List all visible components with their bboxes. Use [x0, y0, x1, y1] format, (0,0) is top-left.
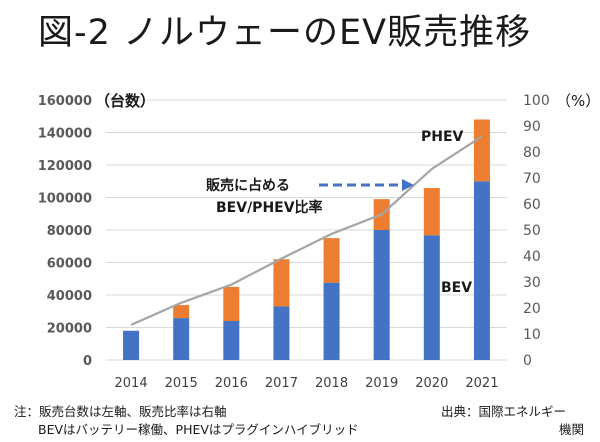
bar-phev-2021: [473, 119, 490, 182]
x-tick-label: 2019: [365, 376, 398, 391]
bar-phev-2016: [223, 286, 240, 321]
right-axis-ticks: 0 10 20 30 40 50 60 70 80 90 100: [523, 93, 550, 369]
right-tick-label: 60: [523, 197, 541, 213]
bar-bev-2016: [223, 321, 240, 360]
left-tick-label: 160000: [38, 94, 92, 109]
bars: [123, 119, 490, 360]
bar-bev-2014: [123, 330, 140, 360]
bar-bev-2019: [373, 230, 390, 360]
right-tick-label: 20: [523, 301, 541, 317]
left-axis-ticks: 0 20000 40000 60000 80000 100000 120000 140000 1…: [38, 94, 92, 369]
right-tick-label: 70: [523, 171, 541, 187]
chart-title: 図-2 ノルウェーのEV販売推移: [38, 13, 532, 53]
phev-label: PHEV: [421, 129, 464, 145]
right-tick-label: 80: [523, 145, 541, 161]
ratio-label-line1: 販売に占める: [206, 177, 290, 194]
left-tick-label: 140000: [38, 127, 92, 142]
bar-phev-2017: [273, 259, 290, 307]
bev-label: BEV: [441, 280, 472, 296]
gridlines: [106, 99, 507, 361]
note-line2: BEVはバッテリー稼働、PHEVはプラグインハイブリッド: [38, 422, 359, 437]
right-tick-label: 90: [523, 119, 541, 135]
right-tick-label: 40: [523, 249, 541, 265]
bar-bev-2018: [323, 282, 340, 360]
left-tick-label: 0: [83, 354, 92, 369]
x-tick-label: 2018: [315, 376, 348, 391]
bar-phev-2020: [423, 188, 440, 236]
right-tick-label: 0: [523, 353, 532, 369]
x-tick-label: 2015: [165, 376, 198, 391]
right-tick-label: 100: [523, 93, 550, 109]
note-line1: 注：販売台数は左軸、販売比率は右軸: [14, 404, 227, 419]
bar-bev-2021: [473, 181, 490, 360]
x-axis-ticks: 2014 2015 2016 2017 2018 2019 2020 2021: [115, 376, 499, 391]
left-tick-label: 60000: [47, 257, 92, 272]
left-axis-unit: （台数）: [95, 92, 155, 110]
ratio-line: [130, 135, 483, 326]
right-axis-unit: （%）: [556, 92, 600, 110]
bar-phev-2018: [323, 238, 340, 283]
arrow-head-icon: [402, 179, 414, 191]
source-line1: 出典：国際エネルギー: [441, 404, 567, 419]
x-tick-label: 2020: [415, 376, 448, 391]
left-tick-label: 40000: [47, 289, 92, 304]
bar-bev-2015: [173, 318, 190, 360]
x-tick-label: 2014: [115, 376, 148, 391]
right-tick-label: 30: [523, 275, 541, 291]
x-tick-label: 2016: [215, 376, 248, 391]
source-line2: 機関: [559, 422, 585, 437]
bar-phev-2015: [173, 305, 190, 319]
left-tick-label: 120000: [38, 159, 92, 174]
bar-bev-2020: [423, 235, 440, 360]
ratio-line-path: [130, 135, 483, 326]
x-tick-label: 2021: [465, 376, 498, 391]
right-tick-label: 50: [523, 223, 541, 239]
left-tick-label: 100000: [38, 192, 92, 207]
left-tick-label: 80000: [47, 224, 92, 239]
right-tick-label: 10: [523, 327, 541, 343]
bar-bev-2017: [273, 306, 290, 360]
ratio-arrow: [319, 179, 414, 191]
left-tick-label: 20000: [47, 322, 92, 337]
ratio-label-line2: BEV/PHEV比率: [216, 199, 323, 216]
x-tick-label: 2017: [265, 376, 298, 391]
